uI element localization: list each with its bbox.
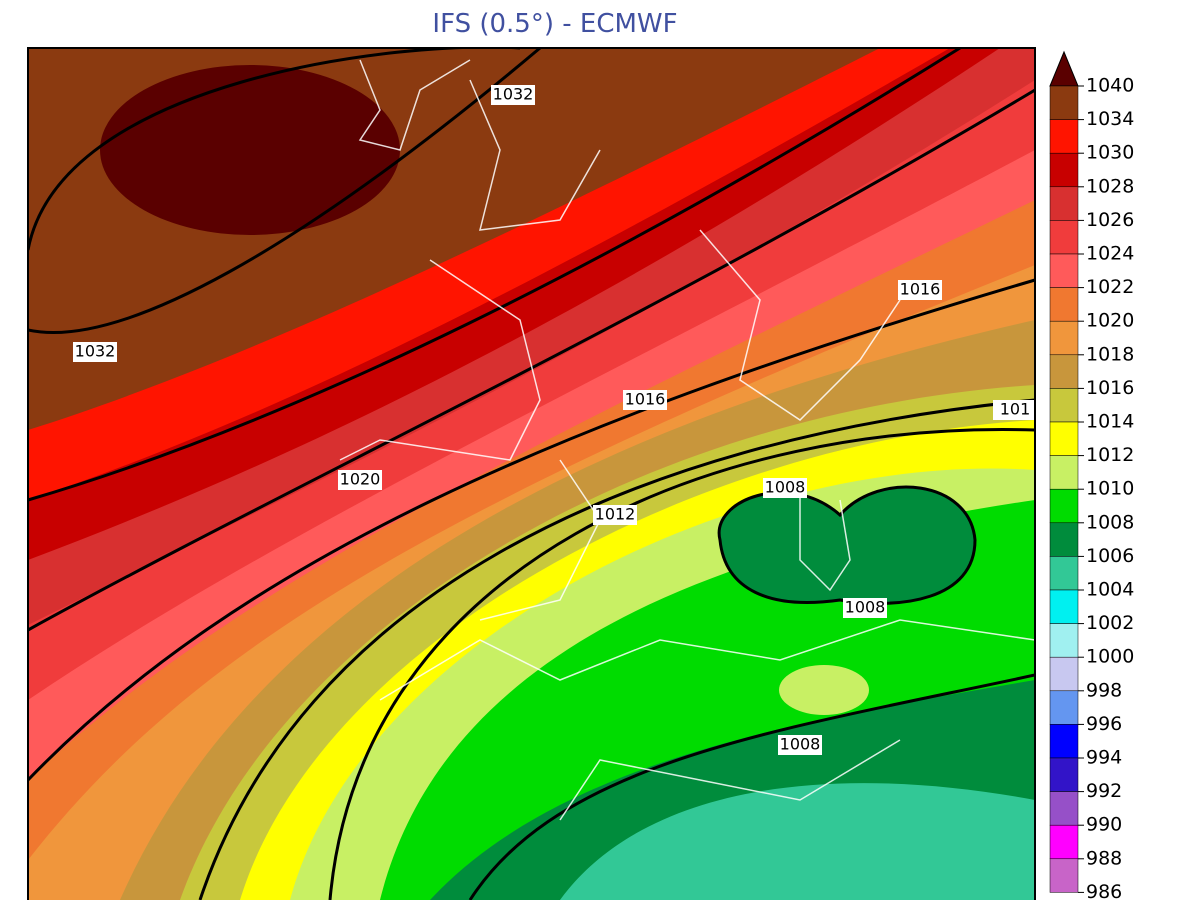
isobar bbox=[328, 428, 1035, 900]
colorbar-label: 988 bbox=[1086, 847, 1122, 869]
colorbar-label: 986 bbox=[1086, 881, 1122, 900]
isobar bbox=[198, 398, 1035, 900]
colorbar-box bbox=[1049, 455, 1079, 490]
contour-label: 1008 bbox=[845, 598, 886, 617]
contour-label-box bbox=[491, 85, 535, 105]
coastline bbox=[699, 229, 901, 421]
colorbar-box bbox=[1049, 690, 1079, 725]
colorbar-label: 996 bbox=[1086, 713, 1122, 735]
contour-label-box bbox=[338, 470, 382, 490]
colorbar-box bbox=[1049, 858, 1079, 893]
colorbar-box bbox=[1049, 152, 1079, 188]
contour-label: 1012 bbox=[595, 505, 636, 524]
contour-label: 1020 bbox=[340, 470, 381, 489]
colorbar-label: 1010 bbox=[1086, 478, 1134, 500]
colorbar-box bbox=[1049, 556, 1079, 591]
pressure-band bbox=[28, 48, 1035, 900]
colorbar-box bbox=[1049, 589, 1079, 624]
contour-label-box bbox=[993, 400, 1035, 420]
colorbar-label: 1018 bbox=[1086, 343, 1134, 365]
colorbar-label: 1020 bbox=[1086, 310, 1134, 332]
colorbar-box bbox=[1049, 757, 1079, 792]
map-frame bbox=[27, 47, 1036, 900]
coastline bbox=[379, 619, 1035, 701]
contour-label: 1008 bbox=[780, 735, 821, 754]
colorbar-box bbox=[1049, 85, 1079, 120]
colorbar-label: 1024 bbox=[1086, 243, 1134, 265]
coastline bbox=[479, 459, 601, 621]
contour-label: 1016 bbox=[900, 280, 941, 299]
colorbar-box bbox=[1049, 421, 1079, 456]
colorbar-box bbox=[1049, 320, 1079, 356]
colorbar-label: 1012 bbox=[1086, 444, 1134, 466]
colorbar-box bbox=[1049, 119, 1079, 154]
colorbar-label: 1002 bbox=[1086, 612, 1134, 634]
contour-label-box bbox=[73, 342, 117, 362]
contour-label: 1032 bbox=[75, 342, 116, 361]
contour-label: 101 bbox=[1000, 400, 1031, 419]
colorbar-box bbox=[1049, 488, 1079, 524]
colorbar-label: 1040 bbox=[1086, 75, 1134, 97]
colorbar-box bbox=[1049, 354, 1079, 389]
contour-label-box bbox=[843, 598, 887, 618]
colorbar-label: 1000 bbox=[1086, 646, 1134, 668]
isobar bbox=[28, 88, 1035, 632]
colorbar-box bbox=[1049, 522, 1079, 557]
map-title: IFS (0.5°) - ECMWF bbox=[432, 9, 677, 39]
isobar bbox=[28, 278, 1035, 782]
pressure-band bbox=[779, 665, 869, 715]
colorbar-label: 1026 bbox=[1086, 209, 1134, 231]
colorbar-label: 992 bbox=[1086, 780, 1122, 802]
colorbar-box bbox=[1049, 253, 1079, 288]
contour-label-box bbox=[898, 280, 942, 300]
contour-label-box bbox=[778, 735, 822, 755]
colorbar-box bbox=[1049, 623, 1079, 658]
pressure-band bbox=[100, 65, 400, 235]
colorbar-box bbox=[1049, 186, 1079, 221]
colorbar-label: 990 bbox=[1086, 814, 1122, 836]
colorbar-arrow bbox=[1049, 50, 1079, 87]
colorbar-label: 1004 bbox=[1086, 579, 1134, 601]
colorbar-label: 1030 bbox=[1086, 142, 1134, 164]
contour-label: 1016 bbox=[625, 390, 666, 409]
colorbar-box bbox=[1049, 824, 1079, 860]
colorbar-label: 1006 bbox=[1086, 545, 1134, 567]
colorbar-label: 994 bbox=[1086, 747, 1122, 769]
colorbar-box bbox=[1049, 220, 1079, 255]
colorbar-label: 1016 bbox=[1086, 377, 1134, 399]
coastline bbox=[339, 259, 541, 461]
isobar bbox=[28, 48, 541, 335]
colorbar-label: 1014 bbox=[1086, 411, 1134, 433]
contour-label-box bbox=[623, 390, 667, 410]
coastline bbox=[559, 739, 901, 821]
coastline bbox=[358, 59, 471, 151]
isobar bbox=[28, 48, 961, 502]
isobar bbox=[28, 48, 520, 251]
contour-label: 1032 bbox=[493, 85, 534, 104]
colorbar-label: 998 bbox=[1086, 679, 1122, 701]
colorbar-label: 1022 bbox=[1086, 276, 1134, 298]
contour-label: 1008 bbox=[765, 478, 806, 497]
colorbar-box bbox=[1049, 388, 1079, 423]
coastline bbox=[799, 480, 851, 592]
colorbar-box bbox=[1049, 724, 1079, 759]
colorbar-box bbox=[1049, 656, 1079, 692]
colorbar-label: 1008 bbox=[1086, 511, 1134, 533]
colorbar-label: 1034 bbox=[1086, 108, 1134, 130]
coastline bbox=[469, 79, 601, 231]
map: 1032 1032 1020 1016 1016 101 1012 1008 1008 1008 bbox=[28, 48, 1035, 900]
colorbar-label: 1028 bbox=[1086, 175, 1134, 197]
contour-label-box bbox=[763, 478, 807, 498]
contour-label-box bbox=[593, 505, 637, 525]
isobar bbox=[468, 673, 1035, 900]
colorbar-box bbox=[1049, 791, 1079, 826]
colorbar-box bbox=[1049, 287, 1079, 322]
colorbar: 1040 1034 1030 1028 1026 1024 1022 1020 1018 1016… bbox=[1049, 50, 1134, 900]
